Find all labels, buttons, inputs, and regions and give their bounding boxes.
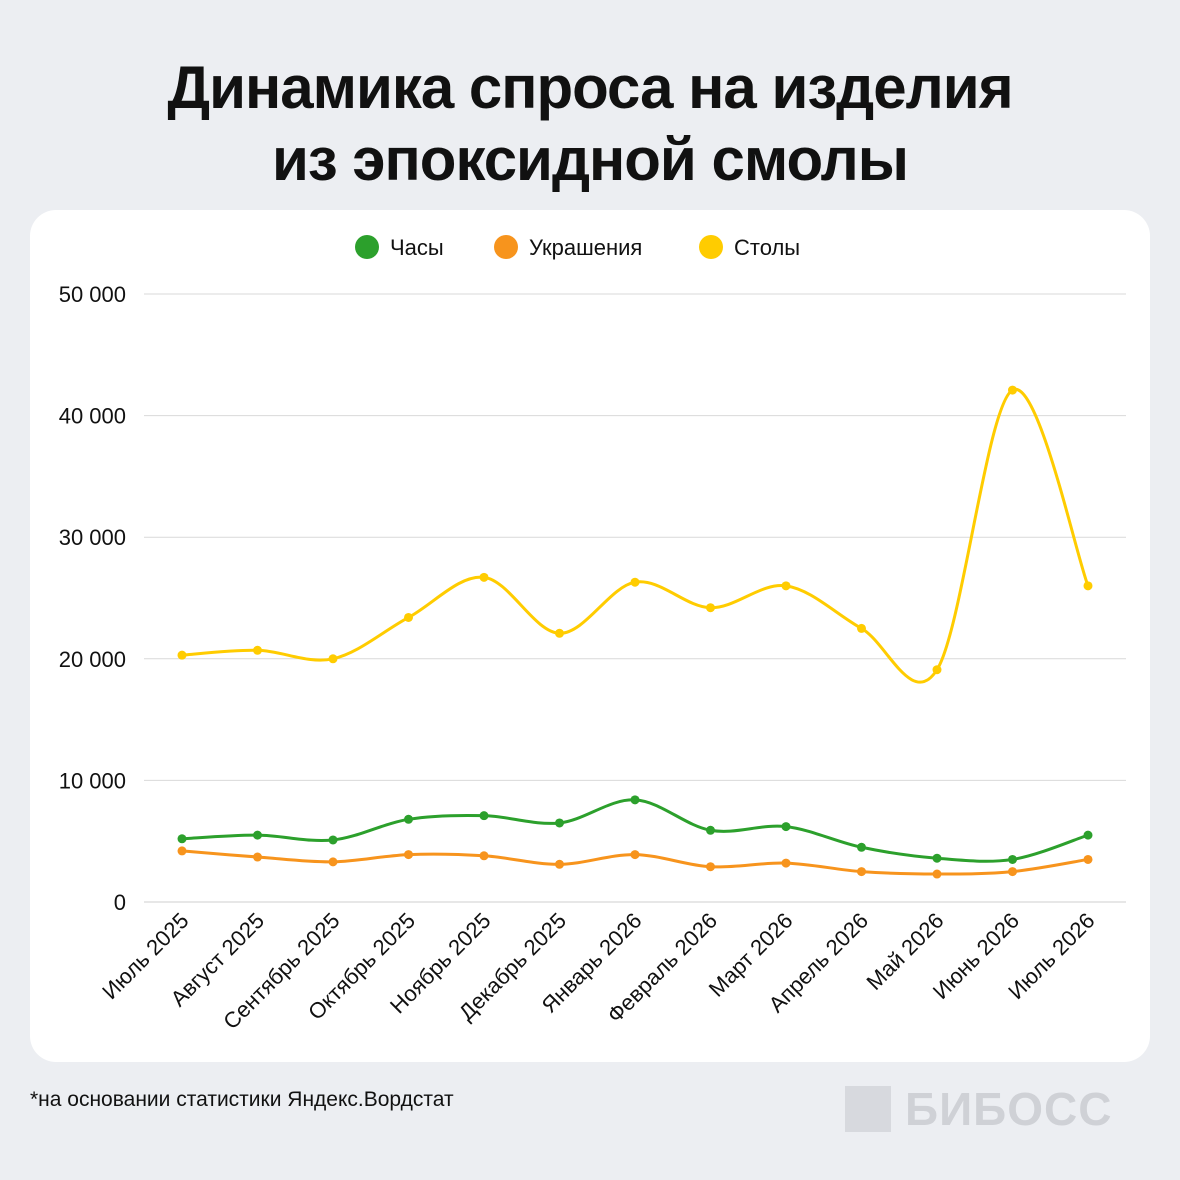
y-tick-label: 20 000 <box>59 647 126 672</box>
brand-name: БИБОСС <box>905 1083 1113 1135</box>
legend-label: Украшения <box>529 235 642 260</box>
series-1 <box>177 846 1093 879</box>
y-axis: 0 10 000 20 000 30 000 40 000 50 000 <box>59 282 126 915</box>
data-point <box>932 853 942 863</box>
line-chart: Часы Украшения Столы 0 10 000 20 000 30 000 40… <box>59 235 1126 1034</box>
y-tick-label: 10 000 <box>59 768 126 793</box>
y-tick-label: 30 000 <box>59 525 126 550</box>
data-point <box>253 852 262 862</box>
data-point <box>479 851 489 861</box>
legend-item: Украшения <box>494 235 642 260</box>
data-point <box>177 650 187 660</box>
data-point <box>404 850 413 860</box>
legend-label: Столы <box>734 235 800 260</box>
data-point <box>781 858 791 868</box>
data-point <box>253 830 262 840</box>
legend-item: Столы <box>699 235 800 260</box>
footnote: *на основании статистики Яндекс.Вордстат <box>30 1088 454 1111</box>
data-point <box>404 612 413 622</box>
legend-marker <box>494 235 518 259</box>
data-point <box>404 814 413 824</box>
series-0 <box>177 795 1093 864</box>
data-point <box>479 811 489 821</box>
data-point <box>1083 830 1093 840</box>
series-2 <box>177 385 1093 684</box>
data-point <box>177 846 187 856</box>
data-point <box>857 623 866 633</box>
data-point <box>1008 385 1017 395</box>
legend-item: Часы <box>355 235 444 260</box>
data-point <box>1083 581 1093 591</box>
data-point <box>630 795 640 805</box>
data-point <box>706 862 715 872</box>
chart-card: Часы Украшения Столы 0 10 000 20 000 30 000 40… <box>30 210 1150 1062</box>
legend-marker <box>355 235 379 259</box>
data-point <box>857 867 866 877</box>
data-point <box>328 835 338 845</box>
data-point <box>328 654 338 664</box>
brand-logo: БИБОСС <box>845 1083 1113 1135</box>
y-tick-label: 40 000 <box>59 404 126 429</box>
chart-series <box>177 385 1093 879</box>
data-point <box>479 572 489 582</box>
data-point <box>932 665 942 675</box>
chart-grid <box>144 293 1126 903</box>
brand-mark-icon <box>845 1086 891 1132</box>
data-point <box>1008 854 1017 864</box>
data-point <box>781 581 791 591</box>
data-point <box>932 869 942 879</box>
data-point <box>857 842 866 852</box>
chart-title-line2: из эпоксидной смолы <box>272 126 909 193</box>
data-point <box>555 859 564 869</box>
y-tick-label: 50 000 <box>59 282 126 307</box>
data-point <box>1083 854 1093 864</box>
series-line <box>180 388 1090 684</box>
data-point <box>706 603 715 613</box>
data-point <box>555 628 564 638</box>
data-point <box>630 850 640 860</box>
data-point <box>630 577 640 587</box>
data-point <box>253 645 262 655</box>
legend-label: Часы <box>390 235 444 260</box>
data-point <box>555 818 564 828</box>
data-point <box>706 825 715 835</box>
chart-title-line1: Динамика спроса на изделия <box>167 54 1013 121</box>
chart-legend: Часы Украшения Столы <box>355 235 800 260</box>
legend-marker <box>699 235 723 259</box>
data-point <box>177 834 187 844</box>
data-point <box>328 857 338 867</box>
data-point <box>781 822 791 832</box>
chart-title: Динамика спроса на изделия из эпоксидной… <box>0 52 1180 196</box>
data-point <box>1008 867 1017 877</box>
y-tick-label: 0 <box>114 890 126 915</box>
